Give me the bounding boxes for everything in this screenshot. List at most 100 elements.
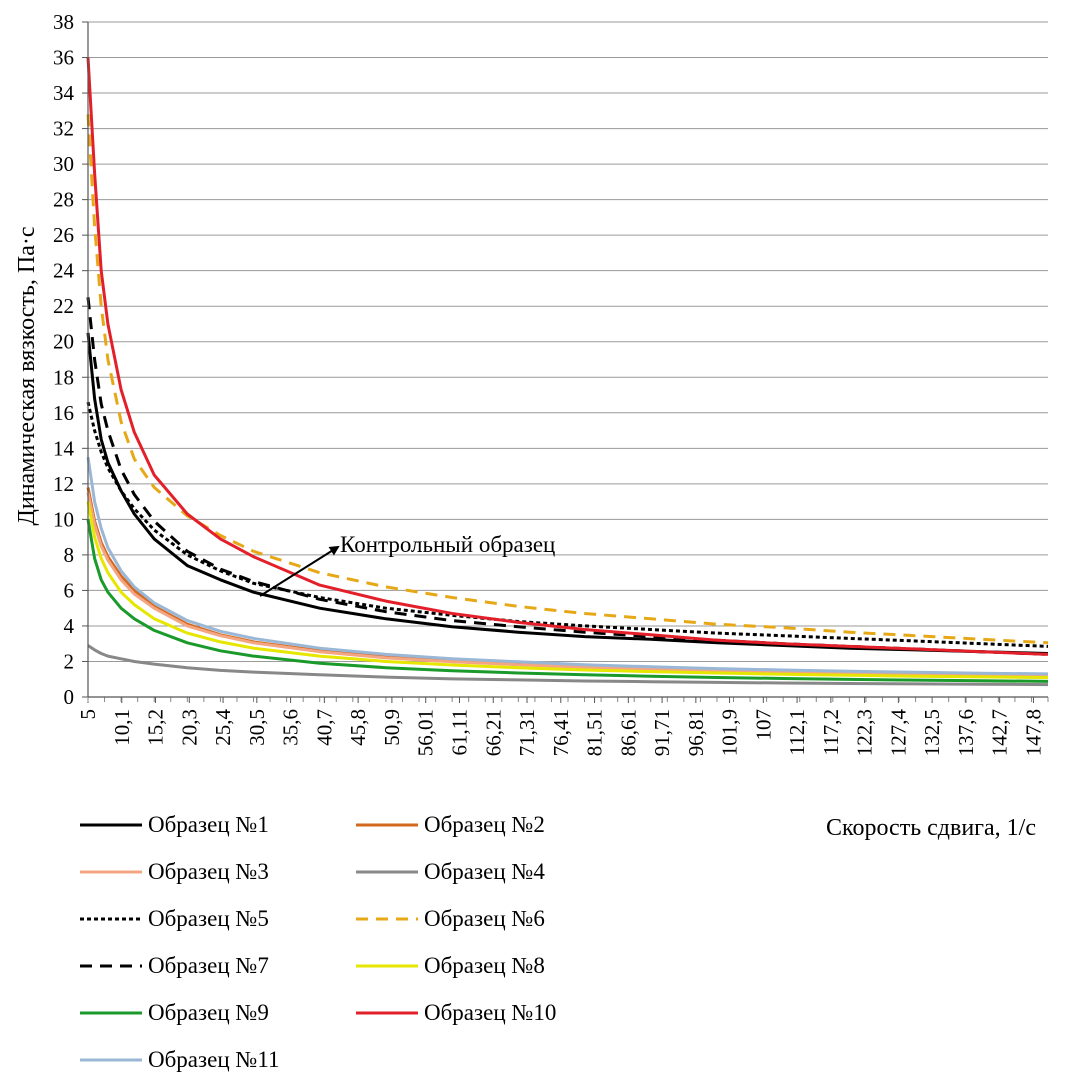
x-axis-ticks: 5 10,1 15,2 20,3 25,4 30,5 35,6 40,7 45,8 50,9 56,… xyxy=(76,697,1049,757)
legend-item-1: Образец №1 xyxy=(80,810,269,840)
y-tick-label: 8 xyxy=(64,543,75,567)
annotation-arrow xyxy=(259,545,340,597)
legend-item-6: Образец №6 xyxy=(356,904,545,934)
legend-swatch xyxy=(356,917,418,921)
x-tick-label: 127,4 xyxy=(886,709,910,757)
y-tick-label: 32 xyxy=(53,117,74,141)
y-tick-label: 36 xyxy=(53,46,74,70)
legend-item-3: Образец №3 xyxy=(80,857,269,887)
series-line-1 xyxy=(86,332,1049,655)
legend-label: Образец №7 xyxy=(148,953,269,978)
legend-label: Образец №5 xyxy=(148,906,269,931)
y-tick-label: 10 xyxy=(53,507,74,531)
legend-swatch xyxy=(356,823,418,827)
x-tick-label: 117,2 xyxy=(819,709,843,755)
series-lines xyxy=(86,57,1049,687)
legend-label: Образец №8 xyxy=(424,953,545,978)
x-tick-label: 76,41 xyxy=(549,709,573,756)
x-tick-label: 30,5 xyxy=(245,709,269,746)
x-tick-label: 122,3 xyxy=(853,709,877,756)
x-tick-label: 5 xyxy=(76,709,100,720)
legend-item-8: Образец №8 xyxy=(356,951,545,981)
y-tick-label: 4 xyxy=(64,614,75,638)
y-tick-label: 2 xyxy=(64,649,75,673)
legend-swatch xyxy=(80,1011,142,1015)
y-tick-label: 0 xyxy=(64,685,75,709)
x-tick-label: 101,9 xyxy=(718,709,742,756)
grid-lines xyxy=(88,21,1048,698)
x-tick-label: 35,6 xyxy=(279,709,303,746)
x-tick-label: 50,9 xyxy=(380,709,404,746)
y-tick-label: 28 xyxy=(53,188,74,212)
y-tick-label: 6 xyxy=(64,578,75,602)
annotation-label: Контрольный образец xyxy=(340,532,555,557)
axes xyxy=(87,22,1048,698)
legend-label: Образец №10 xyxy=(424,1000,557,1025)
x-tick-label: 25,4 xyxy=(211,709,235,746)
x-tick-label: 20,3 xyxy=(177,709,201,746)
x-tick-label: 15,2 xyxy=(144,709,168,746)
legend-item-7: Образец №7 xyxy=(80,951,269,981)
x-tick-label: 112,1 xyxy=(785,709,809,755)
legend-item-4: Образец №4 xyxy=(356,857,545,887)
y-tick-label: 38 xyxy=(53,10,74,34)
legend-swatch xyxy=(80,1058,142,1062)
legend-swatch xyxy=(356,964,418,968)
legend-swatch xyxy=(80,870,142,874)
legend-label: Образец №4 xyxy=(424,859,545,884)
y-tick-label: 14 xyxy=(53,436,75,460)
x-tick-label: 91,71 xyxy=(650,709,674,756)
series-line-11 xyxy=(86,456,1049,676)
x-tick-label: 40,7 xyxy=(312,709,336,746)
x-tick-label: 81,51 xyxy=(583,709,607,756)
x-tick-label: 132,5 xyxy=(920,709,944,756)
series-line-7 xyxy=(86,297,1049,656)
legend-label: Образец №11 xyxy=(148,1047,280,1072)
legend-label: Образец №9 xyxy=(148,1000,269,1025)
x-tick-label: 71,31 xyxy=(515,709,539,756)
x-tick-label: 137,6 xyxy=(954,709,978,756)
y-axis-title: Динамическая вязкость, Па·с xyxy=(14,227,40,526)
legend-label: Образец №3 xyxy=(148,859,269,884)
series-line-10 xyxy=(86,57,1049,656)
x-tick-label: 61,11 xyxy=(447,709,471,755)
x-tick-label: 86,61 xyxy=(616,709,640,756)
legend-item-5: Образец №5 xyxy=(80,904,269,934)
y-tick-label: 20 xyxy=(53,330,74,354)
x-tick-label: 56,01 xyxy=(414,709,438,756)
x-tick-label: 66,21 xyxy=(481,709,505,756)
legend-label: Образец №1 xyxy=(148,812,269,837)
series-line-3 xyxy=(86,492,1049,678)
y-tick-label: 30 xyxy=(53,152,74,176)
legend-swatch xyxy=(80,823,142,827)
y-tick-label: 16 xyxy=(53,401,74,425)
legend-item-11: Образец №11 xyxy=(80,1045,279,1075)
legend-label: Образец №2 xyxy=(424,812,545,837)
series-line-9 xyxy=(86,519,1049,683)
y-tick-label: 18 xyxy=(53,365,74,389)
legend-swatch xyxy=(356,870,418,874)
series-line-5 xyxy=(86,401,1049,648)
legend-swatch xyxy=(80,964,142,968)
legend-swatch xyxy=(356,1011,418,1015)
x-tick-label: 147,8 xyxy=(1021,709,1045,756)
y-tick-label: 12 xyxy=(53,472,74,496)
legend-label: Образец №6 xyxy=(424,906,545,931)
x-tick-label: 96,81 xyxy=(684,709,708,756)
legend-swatch xyxy=(80,917,142,921)
annotation: Контрольный образец xyxy=(259,532,555,597)
series-line-4 xyxy=(87,644,1049,687)
x-tick-label: 142,7 xyxy=(988,709,1012,756)
y-tick-label: 22 xyxy=(53,294,74,318)
legend-item-2: Образец №2 xyxy=(356,810,545,840)
legend-item-10: Образец №10 xyxy=(356,998,556,1028)
y-tick-label: 34 xyxy=(53,81,75,105)
x-axis-title: Скорость сдвига, 1/с xyxy=(826,815,1036,841)
series-line-8 xyxy=(86,501,1049,680)
legend-item-9: Образец №9 xyxy=(80,998,269,1028)
series-line-6 xyxy=(86,114,1049,645)
y-tick-label: 26 xyxy=(53,223,74,247)
x-tick-label: 10,1 xyxy=(110,709,134,746)
